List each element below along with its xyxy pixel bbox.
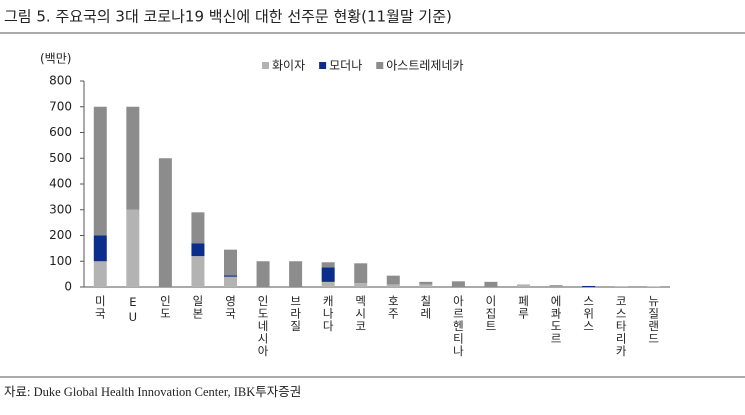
x-tick-label: 코스타리카 (614, 295, 628, 358)
legend-label: 모더나 (329, 59, 362, 73)
chart-title: 그림 5. 주요국의 3대 코로나19 백신에 대한 선주문 현황(11월말 기… (4, 8, 452, 26)
bar-segment (159, 158, 172, 287)
bar-segment (94, 107, 107, 236)
bar-segment (224, 250, 237, 276)
bar-segment (419, 282, 432, 285)
bar-segment (191, 256, 204, 287)
x-tick-label: 인도네시아 (256, 295, 270, 358)
bar-segment (419, 284, 432, 287)
bar-segment (354, 263, 367, 283)
bar-segment (94, 261, 107, 287)
bar-segment (191, 243, 204, 256)
bar-segment (517, 284, 530, 287)
y-tick-label: 500 (49, 151, 72, 165)
y-tick-label: 300 (49, 202, 72, 216)
bar-segment (322, 267, 335, 281)
bar-segment (224, 275, 237, 276)
y-axis-label: (백만) (40, 52, 71, 66)
bar-segment (224, 277, 237, 287)
y-tick-label: 800 (49, 74, 72, 88)
x-tick-label: 뉴질랜드 (647, 295, 661, 345)
bar-segment (484, 282, 497, 287)
legend-label: 화이자 (272, 59, 305, 73)
source-note: 자료: Duke Global Health Innovation Center… (4, 385, 301, 399)
bar-segment (191, 212, 204, 243)
bar-segment (94, 236, 107, 262)
x-tick-label: 스위스 (582, 295, 596, 333)
legend-swatch (376, 62, 383, 69)
bar-segment (126, 210, 139, 287)
bar-segment (257, 261, 270, 287)
bar-segment (322, 262, 335, 267)
x-tick-label: 아르헨티나 (451, 295, 465, 358)
y-tick-label: 600 (49, 125, 72, 139)
x-tick-label: 이집트 (484, 295, 498, 333)
x-tick-label: 인도 (158, 295, 172, 320)
y-tick-label: 700 (49, 99, 72, 113)
x-tick-label: 일본 (191, 294, 205, 320)
bar-segment (387, 284, 400, 287)
x-tick-label: 영국 (224, 295, 238, 320)
x-tick-label: 페루 (517, 295, 531, 320)
bar-segment (322, 282, 335, 287)
y-tick-label: 200 (49, 228, 72, 242)
x-tick-label: 멕시코 (354, 295, 368, 333)
bar-segment (289, 261, 302, 287)
bar-segment (550, 286, 563, 287)
x-tick-label: 칠레 (419, 295, 433, 320)
bar-segment (452, 281, 465, 287)
x-tick-label: 에콰도르 (549, 295, 563, 345)
legend-swatch (262, 62, 269, 69)
x-tick-label: 캐나다 (321, 295, 335, 333)
x-tick-label: 미국 (93, 295, 107, 320)
bar-segment (550, 285, 563, 286)
bar-segment (387, 276, 400, 285)
bar-segment (582, 286, 595, 287)
x-tick-label: 호주 (386, 295, 400, 320)
legend-swatch (319, 62, 326, 69)
bar-segment (354, 283, 367, 287)
y-tick-label: 400 (49, 177, 72, 191)
legend-label: 아스트레제네카 (386, 59, 463, 73)
y-tick-label: 0 (64, 280, 72, 294)
x-tick-label: EU (126, 295, 140, 325)
bar-segment (126, 107, 139, 210)
x-tick-label: 브라질 (289, 295, 303, 333)
y-tick-label: 100 (49, 254, 72, 268)
bar-segment (615, 286, 628, 287)
